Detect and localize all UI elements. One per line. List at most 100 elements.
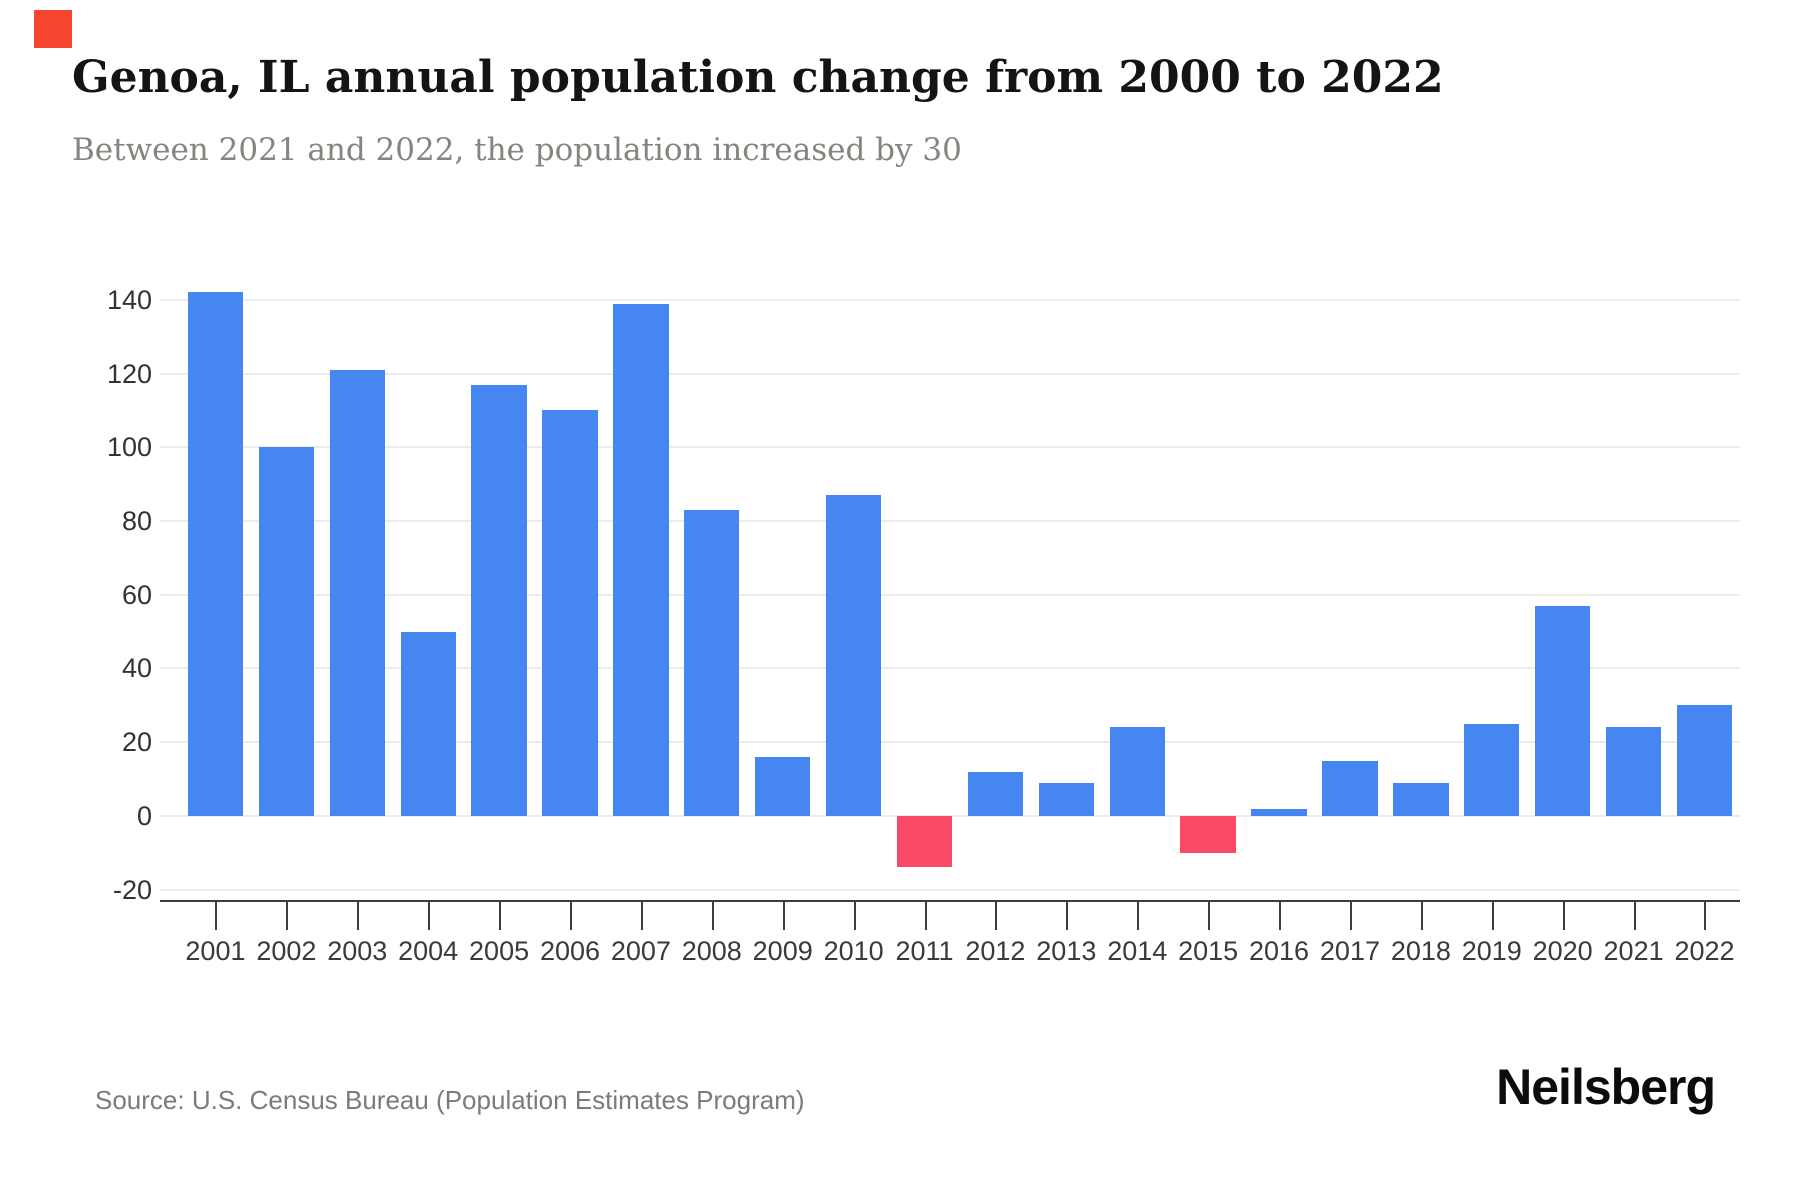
x-slot-2010: 2010 — [818, 902, 889, 982]
x-tick-2020 — [1562, 902, 1565, 930]
x-tick-label-2006: 2006 — [539, 936, 601, 966]
x-tick-label-2009: 2009 — [752, 936, 813, 966]
x-tick-label-2019: 2019 — [1461, 936, 1522, 966]
bar-2014 — [1109, 727, 1165, 816]
gridline-120 — [160, 372, 1740, 375]
x-slot-2021: 2021 — [1598, 902, 1669, 982]
x-tick-label-2005: 2005 — [469, 936, 530, 966]
page-title: Genoa, IL annual population change from … — [72, 52, 1444, 103]
bar-2004 — [400, 631, 456, 816]
x-axis: 2001 2002 2003 2004 2005 2006 2007 2008 2009 2010… — [180, 902, 1740, 982]
bar-2008 — [684, 509, 740, 816]
bar-2011 — [896, 815, 953, 868]
x-tick-label-2002: 2002 — [256, 936, 317, 966]
x-tick-2019 — [1491, 902, 1494, 930]
bar-2001 — [187, 292, 244, 816]
x-slot-2012: 2012 — [960, 902, 1031, 982]
gridline-40 — [160, 667, 1740, 670]
x-tick-label-2008: 2008 — [681, 936, 742, 966]
gridline-20 — [160, 741, 1740, 744]
brand-logo: Neilsberg — [1496, 1059, 1716, 1115]
bar-2005 — [471, 384, 527, 816]
x-slot-2005: 2005 — [464, 902, 535, 982]
gridline-100 — [160, 446, 1740, 449]
gridline-140 — [160, 298, 1740, 301]
bar-2002 — [258, 447, 314, 816]
bar-chart-plot — [160, 263, 1740, 902]
x-tick-label-2004: 2004 — [398, 936, 459, 966]
x-tick-label-2018: 2018 — [1390, 936, 1451, 966]
bar-slot-2017 — [1315, 263, 1386, 900]
bar-slot-2018 — [1385, 263, 1456, 900]
x-slot-2013: 2013 — [1031, 902, 1102, 982]
page-subtitle: Between 2021 and 2022, the population in… — [72, 132, 962, 168]
brand-square-icon — [34, 10, 72, 48]
bar-2016 — [1251, 808, 1307, 816]
bar-slot-2015 — [1173, 263, 1244, 900]
x-tick-2003 — [357, 902, 360, 930]
gridline-60 — [160, 593, 1740, 596]
x-tick-2022 — [1704, 902, 1707, 930]
x-tick-label-2001: 2001 — [185, 936, 246, 966]
x-slot-2008: 2008 — [676, 902, 747, 982]
y-tick-label-80: 80 — [121, 506, 152, 537]
bar-slot-2020 — [1527, 263, 1598, 900]
x-tick-label-2016: 2016 — [1249, 936, 1310, 966]
bar-slot-2013 — [1031, 263, 1102, 900]
x-tick-label-2021: 2021 — [1603, 936, 1664, 966]
y-tick-label-140: 140 — [106, 284, 152, 315]
y-tick-label-100: 100 — [106, 432, 152, 463]
bar-2009 — [755, 756, 811, 816]
x-tick-label-2022: 2022 — [1674, 936, 1735, 966]
x-slot-2007: 2007 — [605, 902, 676, 982]
x-slot-2004: 2004 — [393, 902, 464, 982]
x-slot-2003: 2003 — [322, 902, 393, 982]
x-slot-2017: 2017 — [1315, 902, 1386, 982]
x-slot-2019: 2019 — [1456, 902, 1527, 982]
x-tick-2014 — [1137, 902, 1140, 930]
x-tick-2016 — [1279, 902, 1282, 930]
x-slot-2016: 2016 — [1244, 902, 1315, 982]
x-tick-label-2003: 2003 — [327, 936, 388, 966]
x-tick-label-2011: 2011 — [895, 936, 954, 966]
y-tick-label-0: 0 — [136, 800, 152, 831]
bar-2007 — [613, 303, 669, 816]
bar-slot-2009 — [747, 263, 818, 900]
x-tick-2015 — [1208, 902, 1211, 930]
bar-slot-2004 — [393, 263, 464, 900]
x-tick-2021 — [1633, 902, 1636, 930]
x-tick-2006 — [569, 902, 572, 930]
x-tick-2013 — [1066, 902, 1069, 930]
bar-2010 — [825, 495, 882, 816]
x-tick-2017 — [1349, 902, 1352, 930]
bar-series — [180, 263, 1740, 900]
bar-2006 — [542, 410, 598, 816]
bar-slot-2010 — [818, 263, 889, 900]
x-tick-label-2010: 2010 — [823, 936, 884, 966]
bar-2020 — [1535, 605, 1591, 816]
bar-slot-2019 — [1456, 263, 1527, 900]
bar-2019 — [1464, 723, 1520, 816]
x-slot-2011: 2011 — [889, 902, 960, 982]
x-slot-2009: 2009 — [747, 902, 818, 982]
x-tick-label-2020: 2020 — [1532, 936, 1593, 966]
bar-2021 — [1605, 727, 1662, 816]
x-tick-2008 — [711, 902, 714, 930]
bar-2018 — [1393, 782, 1449, 816]
x-slot-2014: 2014 — [1102, 902, 1173, 982]
x-tick-label-2014: 2014 — [1107, 936, 1168, 966]
bar-slot-2014 — [1102, 263, 1173, 900]
x-tick-label-2015: 2015 — [1178, 936, 1239, 966]
x-slot-2022: 2022 — [1669, 902, 1740, 982]
x-slot-2015: 2015 — [1173, 902, 1244, 982]
bar-2015 — [1180, 815, 1236, 853]
bar-slot-2003 — [322, 263, 393, 900]
x-tick-2007 — [640, 902, 643, 930]
bar-slot-2001 — [180, 263, 251, 900]
x-tick-label-2007: 2007 — [610, 936, 671, 966]
bar-2013 — [1038, 782, 1094, 816]
x-slot-2018: 2018 — [1385, 902, 1456, 982]
x-tick-2009 — [782, 902, 785, 930]
bar-slot-2005 — [464, 263, 535, 900]
x-tick-2002 — [286, 902, 289, 930]
